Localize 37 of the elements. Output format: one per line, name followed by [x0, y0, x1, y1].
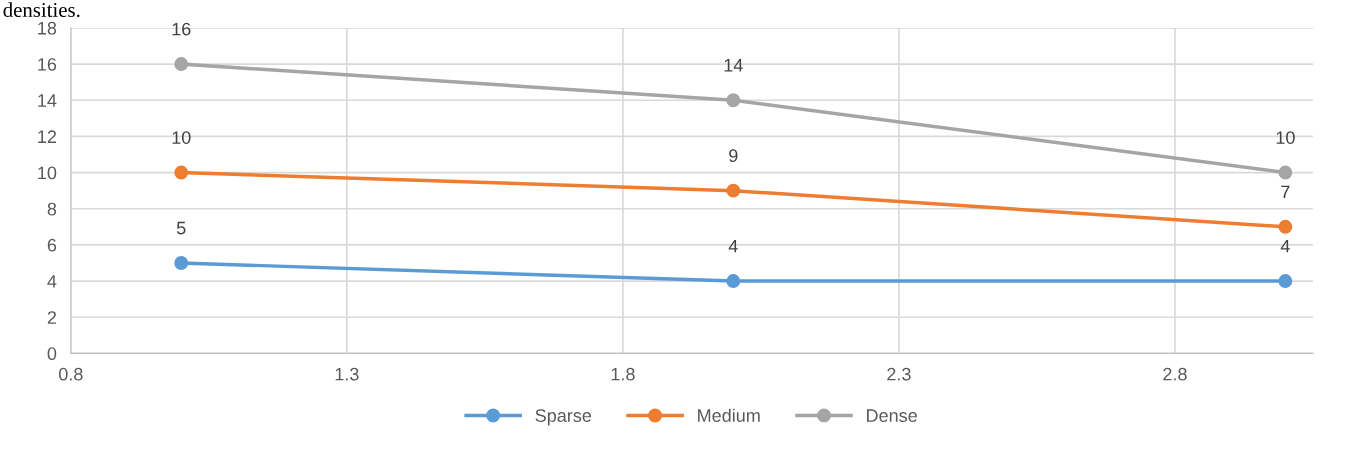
data-label: 9	[729, 149, 738, 163]
y-tick-label: 2	[47, 311, 57, 324]
legend-label: Dense	[867, 409, 917, 422]
y-tick-label: 8	[47, 202, 57, 216]
x-tick-label: 0.8	[58, 367, 83, 381]
point	[726, 93, 741, 108]
data-label: 5	[176, 221, 186, 235]
x-tick-label: 2.8	[1163, 367, 1187, 381]
point	[1278, 219, 1293, 234]
x-tick-label: 1.3	[335, 367, 359, 381]
y-tick-label: 6	[47, 238, 57, 252]
data-label: 16	[172, 22, 191, 36]
y-tick-label: 14	[38, 94, 57, 107]
data-label: 4	[1280, 239, 1290, 253]
y-tick-label: 4	[47, 275, 57, 288]
legend-label: Medium	[698, 408, 760, 422]
legend-label: Sparse	[535, 409, 592, 426]
point	[726, 274, 741, 289]
point	[1278, 165, 1293, 180]
text: densities.	[3, 2, 80, 18]
data-label: 14	[724, 59, 743, 72]
x-tick-label: 1.8	[611, 367, 635, 381]
x-tick-label: 2.3	[887, 367, 911, 381]
data-label: 7	[1281, 185, 1290, 199]
point	[726, 183, 741, 198]
data-label: 4	[728, 239, 738, 253]
point	[174, 256, 189, 270]
point	[174, 57, 189, 72]
point	[174, 165, 189, 180]
data-label: 10	[1276, 131, 1295, 144]
y-tick-label: 12	[38, 130, 57, 143]
data-label: 10	[172, 131, 191, 144]
y-tick-label: 16	[38, 58, 57, 71]
point	[1278, 274, 1293, 289]
y-tick-label: 0	[47, 347, 57, 361]
y-tick-label: 10	[38, 166, 57, 180]
y-tick-label: 18	[38, 21, 57, 35]
